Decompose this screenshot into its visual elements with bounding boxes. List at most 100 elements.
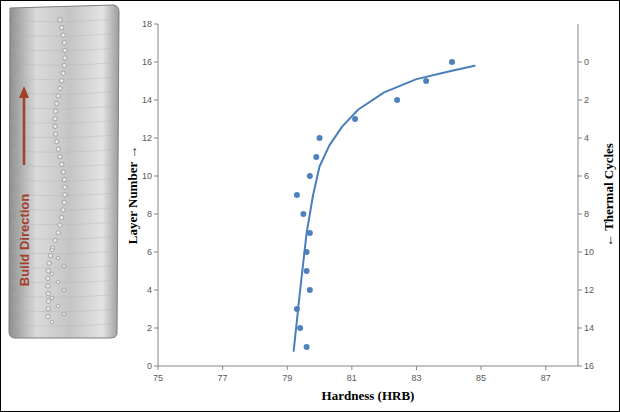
pore <box>56 94 60 98</box>
data-point <box>297 325 303 331</box>
chart: 7577798183858702468101214161802468101214… <box>125 19 616 403</box>
y2-tick-label: 0 <box>584 57 589 67</box>
data-point <box>313 154 319 160</box>
y2-tick-label: 8 <box>584 209 589 219</box>
pore <box>56 280 60 284</box>
pore <box>60 25 64 29</box>
pore <box>61 71 65 75</box>
y2-tick <box>578 176 582 177</box>
data-point <box>294 192 300 198</box>
data-point <box>317 135 323 141</box>
y-tick-label: 6 <box>147 247 152 257</box>
figure: Build Direction7577798183858702468101214… <box>0 0 620 412</box>
y2-tick-label: 16 <box>584 361 594 371</box>
y-tick <box>154 176 158 177</box>
y2-tick-label: 4 <box>584 133 589 143</box>
layer-line <box>12 150 116 153</box>
pore <box>58 86 62 90</box>
pore <box>50 272 54 276</box>
pore <box>62 288 66 292</box>
pore <box>63 48 67 52</box>
pore <box>56 147 60 151</box>
data-point <box>449 59 455 65</box>
x-tick <box>481 366 482 370</box>
layer-line <box>12 121 116 124</box>
pore <box>46 276 50 280</box>
x-tick-label: 83 <box>411 373 421 383</box>
layer-line <box>12 77 116 80</box>
pore <box>54 132 58 136</box>
pore <box>56 256 60 260</box>
x-tick <box>545 366 546 370</box>
data-point <box>352 116 358 122</box>
x-tick-label: 81 <box>347 373 357 383</box>
y-tick-label: 8 <box>147 209 152 219</box>
y2-tick <box>578 328 582 329</box>
y2-tick-label: 12 <box>584 285 594 295</box>
pore <box>53 117 57 121</box>
y-axis-title: Layer Number → <box>125 146 140 244</box>
pore <box>62 41 66 45</box>
x-tick-label: 75 <box>153 373 163 383</box>
x-tick-label: 87 <box>541 373 551 383</box>
pore <box>53 124 57 128</box>
data-point <box>423 78 429 84</box>
trend-line <box>294 66 475 351</box>
layer-line <box>12 92 116 95</box>
y2-axis <box>578 24 579 366</box>
y-tick <box>154 290 158 291</box>
y-tick <box>154 138 158 139</box>
data-point <box>307 287 313 293</box>
y-tick-label: 4 <box>147 285 152 295</box>
pore <box>61 208 65 212</box>
pore <box>53 238 57 242</box>
pore <box>63 193 67 197</box>
data-point <box>300 211 306 217</box>
pore <box>46 299 50 303</box>
pore <box>50 296 54 300</box>
y-tick <box>154 366 158 367</box>
y-tick <box>154 62 158 63</box>
pore <box>50 320 54 324</box>
x-axis <box>158 366 578 367</box>
pore <box>46 269 50 273</box>
x-tick <box>287 366 288 370</box>
pore <box>56 304 60 308</box>
pore <box>62 63 66 67</box>
build-arrow <box>23 95 26 165</box>
background <box>0 0 620 412</box>
data-point <box>394 97 400 103</box>
pore <box>56 231 60 235</box>
x-tick <box>222 366 223 370</box>
y-tick <box>154 24 158 25</box>
pore <box>62 264 66 268</box>
x-axis-title: Hardness (HRB) <box>322 388 415 403</box>
layer-line <box>12 295 116 298</box>
y-tick-label: 12 <box>142 133 152 143</box>
pore <box>62 200 66 204</box>
pore <box>55 139 59 143</box>
x-tick-label: 85 <box>476 373 486 383</box>
pore <box>46 314 50 318</box>
y2-tick <box>578 290 582 291</box>
y2-tick <box>578 366 582 367</box>
photo-label: Build Direction <box>17 194 32 287</box>
data-point <box>304 268 310 274</box>
y-tick-label: 2 <box>147 323 152 333</box>
pore <box>61 33 65 37</box>
pore <box>58 223 62 227</box>
layer-line <box>12 324 116 327</box>
layer-line <box>12 106 116 109</box>
y-tick <box>154 328 158 329</box>
y-tick-label: 10 <box>142 171 152 181</box>
pore <box>60 162 64 166</box>
x-tick <box>351 366 352 370</box>
y-tick-label: 0 <box>147 361 152 371</box>
y-tick-label: 18 <box>142 19 152 29</box>
y2-axis-title: ← Thermal Cycles <box>601 143 616 247</box>
layer-line <box>12 19 116 22</box>
pore <box>53 109 57 113</box>
y-tick <box>154 252 158 253</box>
x-tick-label: 79 <box>282 373 292 383</box>
x-tick <box>158 366 159 370</box>
